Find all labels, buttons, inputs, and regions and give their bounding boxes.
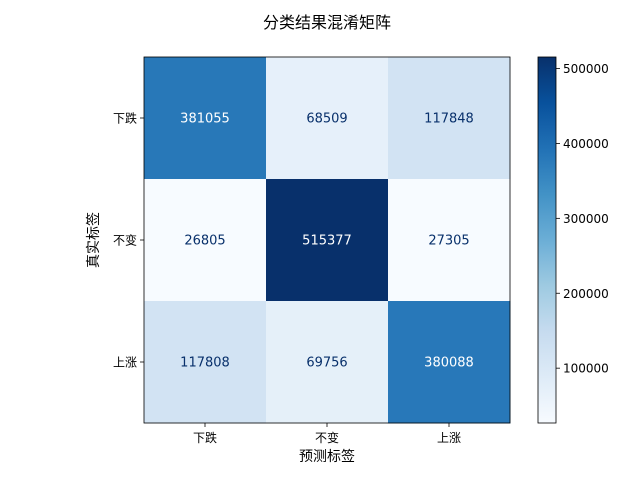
cell-value-label: 117848 bbox=[424, 112, 474, 127]
cell-value-label: 68509 bbox=[306, 112, 347, 127]
cell-value-label: 380088 bbox=[424, 356, 474, 371]
cell-value-label: 381055 bbox=[180, 112, 230, 127]
cell-value-label: 26805 bbox=[184, 234, 225, 249]
heatmap-cell bbox=[144, 179, 267, 302]
heatmap-cell bbox=[388, 301, 511, 424]
heatmap-cell bbox=[266, 57, 389, 180]
x-axis-label: 预测标签 bbox=[299, 448, 355, 465]
x-tick-label: 不变 bbox=[315, 430, 339, 445]
y-tick-label: 下跌 bbox=[113, 111, 137, 126]
colorbar-tick-label: 400000 bbox=[563, 137, 609, 151]
colorbar-ticks: 100000 200000 300000 400000 500000 bbox=[556, 62, 609, 376]
cell-value-label: 69756 bbox=[306, 356, 347, 371]
colorbar-tick-label: 200000 bbox=[563, 287, 609, 301]
heatmap-cell bbox=[388, 57, 511, 180]
heatmap-cell bbox=[144, 57, 267, 180]
cell-value-label: 27305 bbox=[428, 234, 469, 249]
y-tick-label: 上涨 bbox=[113, 355, 137, 370]
cell-value-label: 117808 bbox=[180, 356, 230, 371]
heatmap-cell bbox=[144, 301, 267, 424]
colorbar-tick-label: 500000 bbox=[563, 62, 609, 76]
heatmap-cell bbox=[388, 179, 511, 302]
x-axis-ticks: 下跌 不变 上涨 bbox=[193, 423, 461, 445]
colorbar bbox=[537, 56, 557, 424]
chart-title: 分类结果混淆矩阵 bbox=[263, 13, 391, 32]
heatmap-cell bbox=[266, 179, 389, 302]
x-tick-label: 上涨 bbox=[437, 430, 461, 445]
cell-value-label: 515377 bbox=[302, 234, 352, 249]
heatmap-cells bbox=[144, 57, 511, 424]
y-tick-label: 不变 bbox=[113, 233, 137, 248]
heatmap-cell-labels: 381055 68509 117848 26805 515377 27305 117808 6… bbox=[180, 112, 474, 371]
colorbar-tick-label: 300000 bbox=[563, 212, 609, 226]
x-tick-label: 下跌 bbox=[193, 430, 217, 445]
y-axis-label: 真实标签 bbox=[85, 212, 102, 268]
colorbar-tick-label: 100000 bbox=[563, 362, 609, 376]
heatmap-cell bbox=[266, 301, 389, 424]
